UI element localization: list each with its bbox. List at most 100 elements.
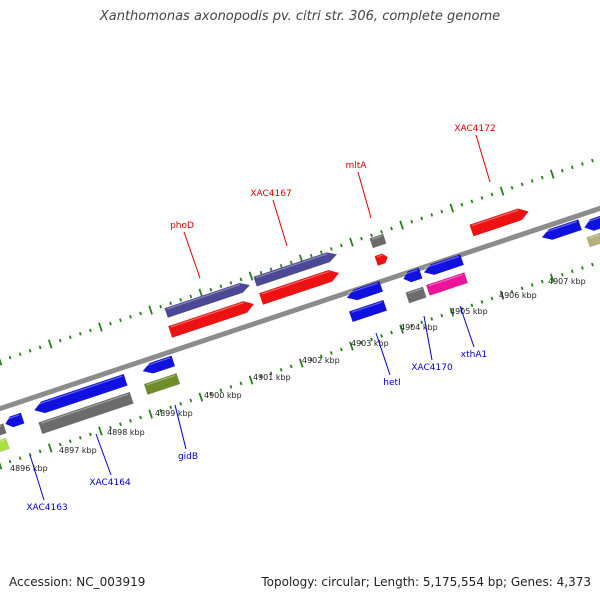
- gene-highlight: [347, 282, 379, 294]
- minor-tick: [420, 216, 424, 221]
- gene-label-gidB[interactable]: gidB: [178, 452, 198, 462]
- gene-xthA1[interactable]: [425, 272, 469, 296]
- gene-shapes: [0, 206, 600, 455]
- minor-tick: [58, 338, 62, 343]
- minor-tick: [570, 165, 574, 170]
- major-tick: [148, 409, 153, 419]
- gene-label-hetI[interactable]: hetI: [383, 378, 400, 388]
- minor-tick: [139, 311, 142, 316]
- label-connector: [272, 199, 288, 247]
- scale-label: 4896 kbp: [10, 464, 48, 473]
- minor-tick: [219, 284, 223, 289]
- gene-label-phoD[interactable]: phoD: [170, 221, 194, 231]
- genome-title: Xanthomonas axonopodis pv. citri str. 30…: [99, 9, 501, 24]
- minor-tick: [179, 402, 183, 406]
- gene-gidB-partner[interactable]: [141, 355, 176, 377]
- minor-tick: [410, 323, 414, 328]
- gene-edge-lime[interactable]: [0, 437, 10, 455]
- minor-tick: [510, 185, 514, 190]
- gene-body: [5, 412, 25, 428]
- minor-tick: [259, 270, 263, 275]
- gene-label-XAC4170[interactable]: XAC4170: [411, 363, 453, 373]
- gene-label-XAC4163[interactable]: XAC4163: [26, 503, 67, 513]
- gene-XAC4164[interactable]: [38, 391, 134, 435]
- minor-tick: [540, 175, 544, 180]
- minor-tick: [109, 321, 112, 326]
- gene-gidB[interactable]: [143, 373, 181, 395]
- gene-reverse-right[interactable]: [540, 219, 583, 242]
- gene-XAC4167[interactable]: [258, 267, 341, 306]
- gene-XAC4170[interactable]: [405, 286, 427, 304]
- gene-XAC4163[interactable]: [4, 412, 25, 429]
- gene-XAC4172[interactable]: [469, 206, 531, 237]
- label-connector: [475, 134, 491, 183]
- gene-body: [369, 233, 387, 249]
- major-tick: [0, 462, 3, 470]
- minor-tick: [159, 408, 163, 413]
- minor-tick: [209, 287, 213, 292]
- gene-body: [33, 373, 128, 414]
- gene-phoD[interactable]: [167, 298, 255, 339]
- minor-tick: [8, 459, 12, 464]
- minor-tick: [269, 267, 273, 272]
- gene-body: [584, 214, 600, 232]
- minor-tick: [530, 283, 534, 287]
- gene-edge-gray[interactable]: [0, 423, 7, 437]
- gene-label-xthA1[interactable]: xthA1: [461, 350, 487, 360]
- minor-tick: [440, 209, 444, 214]
- minor-tick: [490, 296, 494, 301]
- minor-tick: [129, 419, 132, 423]
- gene-hetI[interactable]: [348, 299, 388, 323]
- genome-backbone: [0, 205, 600, 412]
- major-tick: [499, 290, 505, 300]
- scale-label: 4905 kbp: [450, 307, 488, 316]
- gene-body: [143, 373, 181, 395]
- gene-highlight: [424, 255, 459, 269]
- gene-label-XAC4172[interactable]: XAC4172: [454, 124, 495, 134]
- minor-tick: [530, 179, 534, 183]
- gene-body: [0, 437, 10, 455]
- gene-body: [405, 286, 427, 304]
- lower-tick-track: [0, 262, 594, 470]
- minor-tick: [510, 289, 514, 294]
- gene-body: [423, 254, 465, 276]
- gene-right-edge[interactable]: [583, 214, 600, 233]
- major-tick: [349, 237, 354, 247]
- minor-tick: [581, 162, 584, 166]
- gene-right-edge-2[interactable]: [586, 232, 600, 248]
- genome-stats-text: Topology: circular; Length: 5,175,554 bp…: [261, 575, 591, 589]
- gene-body: [541, 219, 583, 241]
- gene-highlight: [146, 374, 176, 386]
- minor-tick: [390, 226, 393, 231]
- gene-xthA1-partner[interactable]: [422, 254, 465, 277]
- minor-tick: [78, 332, 82, 336]
- minor-tick: [540, 279, 544, 284]
- gene-hetI-partner[interactable]: [345, 280, 384, 303]
- gene-label-XAC4164[interactable]: XAC4164: [89, 478, 131, 488]
- gene-mltA[interactable]: [374, 252, 390, 267]
- gene-phoD-domain[interactable]: [164, 280, 252, 319]
- gene-XAC4164-domain[interactable]: [33, 373, 128, 416]
- major-tick: [298, 358, 304, 368]
- gene-label-XAC4167[interactable]: XAC4167: [250, 189, 291, 199]
- gene-label-mltA[interactable]: mltA: [346, 161, 368, 171]
- minor-tick: [159, 304, 163, 309]
- gene-body: [0, 423, 7, 437]
- gene-highlight: [261, 271, 330, 295]
- gene-XAC4167-domain[interactable]: [253, 250, 339, 287]
- gene-mltA-block[interactable]: [369, 233, 387, 249]
- minor-tick: [340, 243, 343, 248]
- minor-tick: [119, 422, 122, 427]
- gene-highlight: [0, 425, 2, 429]
- gene-highlight: [403, 269, 418, 275]
- gene-highlight: [34, 375, 123, 406]
- major-tick: [248, 271, 254, 281]
- gene-XAC4170-partner[interactable]: [402, 267, 423, 284]
- major-tick: [0, 358, 3, 366]
- major-tick: [399, 220, 404, 230]
- minor-tick: [209, 391, 213, 396]
- minor-tick: [480, 300, 484, 304]
- gene-body: [586, 232, 600, 248]
- minor-tick: [440, 313, 444, 318]
